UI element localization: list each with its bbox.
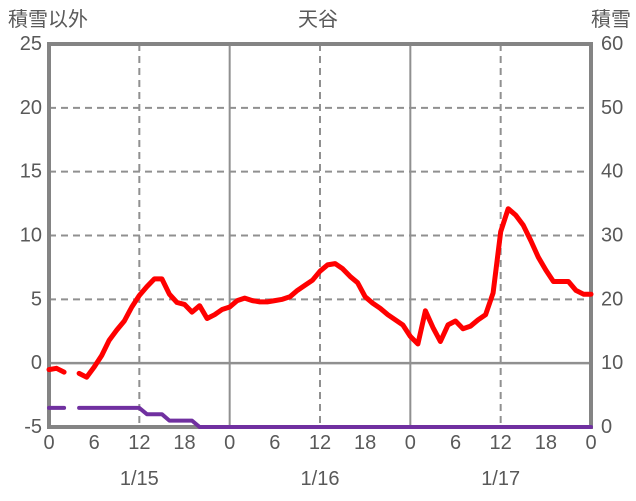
x-axis-hour-label: 18 [535,432,557,454]
x-axis-hour-label: 6 [269,432,280,454]
x-axis-hour-label: 12 [128,432,150,454]
x-axis-date-label: 1/17 [481,468,520,490]
y-axis-tick-left: 5 [31,288,42,310]
temperature-line [76,206,594,380]
y-axis-tick-left: 0 [31,352,42,374]
y-axis-tick-right: 40 [601,161,623,183]
x-axis-hour-label: 12 [309,432,331,454]
y-axis-tick-right: 60 [601,33,623,55]
x-axis-date-label: 1/16 [301,468,340,490]
left-axis-title: 積雪以外 [8,9,88,31]
x-axis-hour-label: 0 [405,432,416,454]
y-axis-tick-left: -5 [24,416,42,438]
snow-depth-line [77,405,593,429]
x-axis-hour-label: 0 [224,432,235,454]
y-axis-tick-left: 10 [20,225,42,247]
right-axis-title: 積雪 [591,9,631,31]
y-axis-tick-left: 25 [20,33,42,55]
y-axis-tick-right: 50 [601,97,623,119]
x-axis-hour-label: 18 [173,432,195,454]
chart-title: 天谷 [298,9,338,31]
x-axis-hour-label: 0 [585,432,596,454]
x-axis-hour-label: 18 [354,432,376,454]
y-axis-tick-right: 20 [601,288,623,310]
x-axis-hour-label: 6 [89,432,100,454]
x-axis-date-label: 1/15 [120,468,159,490]
x-axis-hour-label: 0 [43,432,54,454]
x-axis-hour-label: 6 [450,432,461,454]
y-axis-tick-left: 20 [20,97,42,119]
y-axis-tick-right: 30 [601,225,623,247]
x-axis-hour-label: 12 [490,432,512,454]
y-axis-tick-right: 0 [601,416,612,438]
y-axis-tick-right: 10 [601,352,623,374]
y-axis-tick-left: 15 [20,161,42,183]
temperature-line [46,365,67,375]
